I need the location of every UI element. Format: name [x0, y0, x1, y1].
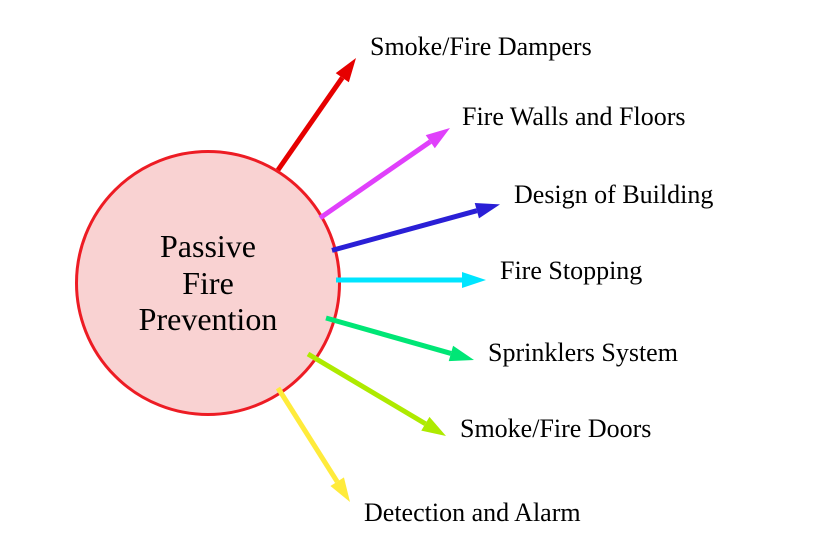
arrow-4 — [322, 314, 478, 365]
item-label-0: Smoke/Fire Dampers — [370, 32, 592, 62]
item-label-3: Fire Stopping — [500, 256, 642, 286]
item-label-5: Smoke/Fire Doors — [460, 414, 651, 444]
diagram-stage: Passive Fire Prevention Smoke/Fire Damper… — [0, 0, 840, 560]
arrow-0 — [274, 54, 360, 174]
arrow-5 — [304, 350, 450, 440]
item-label-2: Design of Building — [514, 180, 713, 210]
arrow-6 — [274, 384, 354, 506]
arrow-3 — [332, 268, 490, 292]
center-circle: Passive Fire Prevention — [75, 150, 341, 416]
item-label-1: Fire Walls and Floors — [462, 102, 685, 132]
center-label: Passive Fire Prevention — [139, 228, 278, 338]
arrow-2 — [328, 199, 504, 254]
item-label-6: Detection and Alarm — [364, 498, 581, 528]
arrow-1 — [316, 124, 454, 222]
item-label-4: Sprinklers System — [488, 338, 678, 368]
